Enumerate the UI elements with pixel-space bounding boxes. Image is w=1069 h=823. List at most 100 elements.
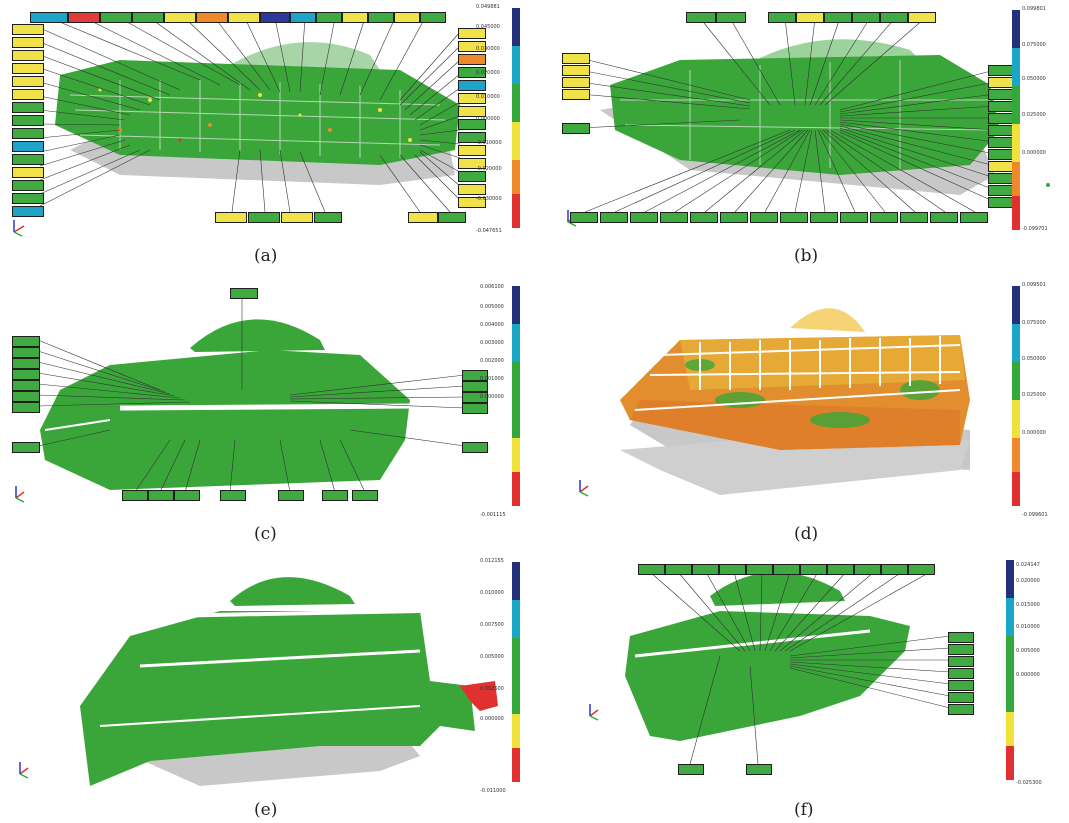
value-tag [12, 193, 44, 204]
hull-upper [680, 335, 965, 390]
scale-tick: 0.000000 [476, 116, 500, 122]
value-tag [12, 391, 40, 402]
value-tag [678, 764, 704, 775]
dome [790, 308, 865, 332]
value-tag [988, 197, 1014, 208]
value-tag [174, 490, 200, 501]
value-tag [988, 77, 1014, 88]
value-tag [800, 564, 827, 575]
leader-lines [37, 296, 466, 493]
panel-a-pointcloud [13, 17, 461, 237]
value-tag [881, 564, 908, 575]
hull-lower [630, 400, 960, 450]
color-scale-bar [512, 8, 520, 228]
caption-b: (b) [794, 246, 819, 266]
white-gap [99, 705, 421, 727]
value-tag [290, 12, 316, 23]
value-tag [12, 442, 40, 453]
value-tag [316, 12, 342, 23]
dome [190, 319, 325, 352]
value-tag [12, 180, 44, 191]
value-tag [322, 490, 348, 501]
value-tag [122, 490, 148, 501]
value-tag [600, 212, 628, 223]
value-tag [248, 212, 280, 223]
value-tag [773, 564, 800, 575]
value-tag [458, 67, 486, 78]
value-tag [132, 12, 164, 23]
speckle [1046, 183, 1050, 187]
value-tag [665, 564, 692, 575]
value-tag [988, 161, 1014, 172]
value-tag [988, 89, 1014, 100]
value-tag [570, 212, 598, 223]
scale-tick: 0.007500 [480, 622, 504, 628]
value-tag [988, 173, 1014, 184]
panel-b-pointcloud [567, 17, 1050, 227]
value-tag [228, 12, 260, 23]
value-tag [716, 12, 746, 23]
value-tag [690, 212, 718, 223]
value-tag [462, 392, 488, 403]
value-tag [988, 185, 1014, 196]
scale-tick: -0.020000 [476, 166, 502, 172]
scale-tick: 0.075000 [1022, 42, 1046, 48]
grid [634, 336, 961, 411]
value-tag [562, 89, 590, 100]
value-tag [12, 102, 44, 113]
shadow [620, 440, 970, 495]
value-tag [458, 54, 486, 65]
panel-b [540, 0, 1060, 240]
value-tag [930, 212, 958, 223]
scale-tick: 0.005000 [480, 304, 504, 310]
scale-tick: 0.000000 [1016, 672, 1040, 678]
white-gap [634, 629, 871, 658]
scale-tick: 0.005000 [480, 654, 504, 660]
scale-tick: -0.025300 [1016, 780, 1042, 786]
dome [760, 39, 920, 62]
value-tag [746, 564, 773, 575]
value-tag [458, 119, 486, 130]
value-tag [810, 212, 838, 223]
value-tag [719, 564, 746, 575]
caption-c: (c) [254, 524, 277, 544]
scale-tick: 0.003000 [480, 340, 504, 346]
scale-tick: 0.025000 [1022, 112, 1046, 118]
value-tag [948, 692, 974, 703]
value-tag [458, 197, 486, 208]
scale-tick: 0.045000 [476, 24, 500, 30]
value-tag [12, 154, 44, 165]
scale-tick: -0.030000 [476, 196, 502, 202]
value-tag [30, 12, 68, 23]
panel-c [0, 280, 520, 520]
scale-tick: -0.047651 [476, 228, 502, 234]
scale-tick: 0.020000 [476, 70, 500, 76]
value-tag [880, 12, 908, 23]
scale-tick: 0.010000 [480, 590, 504, 596]
value-tag [562, 65, 590, 76]
value-tag [854, 564, 881, 575]
caption-f: (f) [794, 800, 814, 820]
value-tag [12, 115, 44, 126]
value-tag [68, 12, 100, 23]
value-tag [368, 12, 394, 23]
panel-a [0, 0, 520, 240]
value-tag [438, 212, 466, 223]
scale-tick: 0.000000 [480, 394, 504, 400]
value-tag [660, 212, 688, 223]
value-tag [638, 564, 665, 575]
hull-body [610, 55, 1000, 175]
value-tag [458, 145, 486, 156]
panel-c-pointcloud [15, 296, 466, 503]
scale-tick: 0.004000 [480, 322, 504, 328]
hull-body [625, 611, 910, 741]
color-scale-bar [512, 286, 520, 506]
value-tag [458, 93, 486, 104]
value-tag [796, 12, 824, 23]
caption-d: (d) [794, 524, 819, 544]
value-tag [230, 288, 258, 299]
value-tag [988, 125, 1014, 136]
scale-tick: -0.099601 [1022, 512, 1048, 518]
value-tag [908, 564, 935, 575]
leader-lines [39, 17, 461, 213]
